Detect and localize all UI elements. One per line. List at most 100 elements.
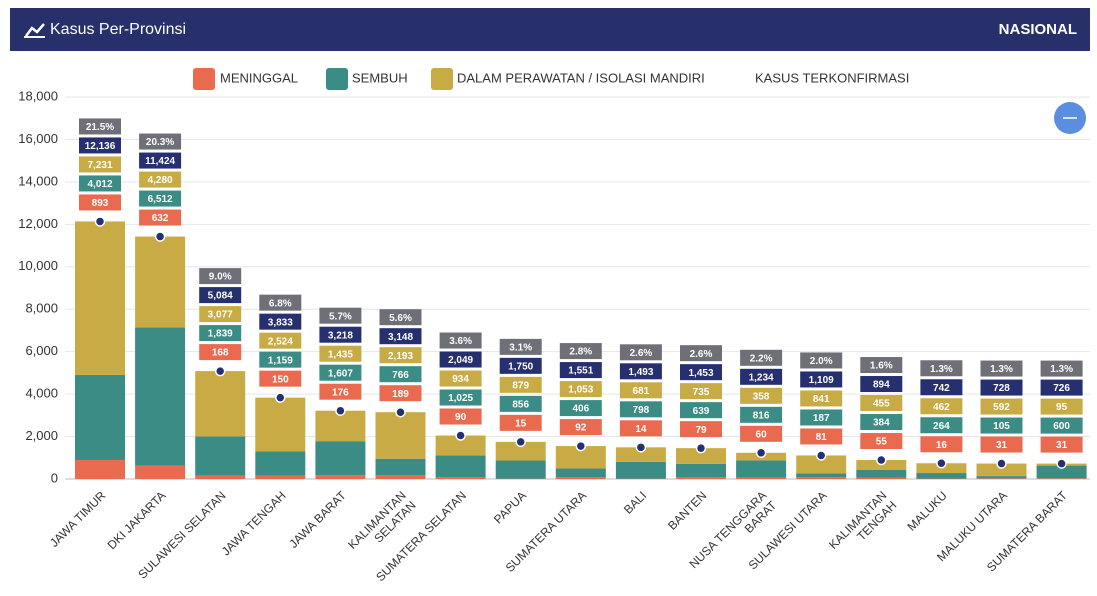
data-label: 592 [993,402,1010,413]
data-label: 2.6% [690,349,713,360]
bar-segment [736,460,787,478]
data-label: 3.6% [449,336,472,347]
label-box [259,294,302,311]
bar-segment [976,478,1027,479]
bar-segment [555,477,606,479]
bar-segment [135,236,186,328]
bar-segment [676,463,726,478]
bar-segment [135,465,186,479]
label-box [740,349,783,366]
x-tick-label: MALUKU [904,488,949,533]
data-label: 726 [1053,383,1070,394]
label-box [559,362,602,379]
label-box [680,345,722,362]
data-label: 3,148 [388,332,413,343]
bar-segment [856,477,907,479]
label-box [139,171,182,188]
data-label: 79 [695,425,707,436]
data-label: 31 [1056,440,1068,451]
data-label: 16 [936,440,948,451]
data-label: 639 [693,406,710,417]
data-label: 168 [212,348,229,359]
label-box [619,382,662,399]
data-label: 15 [515,419,527,430]
data-label: 384 [873,418,890,429]
data-label: 1.6% [870,361,893,372]
x-tick-label: KALIMANTANTENGAH [826,488,899,561]
total-marker [395,406,406,418]
data-label: 176 [332,387,349,398]
label-box [800,409,843,426]
data-label: 766 [392,370,409,381]
label-box [499,414,542,431]
label-box [680,402,722,419]
data-label: 600 [1053,421,1070,432]
label-box [740,368,783,385]
label-box [980,417,1023,434]
label-box [980,379,1023,396]
data-label: 150 [272,374,289,385]
data-label: 5.7% [329,311,352,322]
total-marker [936,458,947,469]
data-label: 934 [452,374,469,385]
data-label: 2.6% [630,348,653,359]
label-box [439,351,482,368]
label-box [980,436,1023,453]
total-marker [214,365,226,377]
data-label: 12,136 [85,141,116,152]
data-label: 60 [756,429,768,440]
data-label: 11,424 [145,156,175,167]
label-box [619,420,662,437]
data-label: 1,551 [568,366,593,377]
x-tick-label: PAPUA [491,488,529,526]
label-box [619,401,662,418]
label-box [439,332,482,349]
header-bar [10,8,1090,51]
label-box [79,118,121,135]
header-title: Kasus Per-Provinsi [50,21,186,38]
legend-label: DALAM PERAWATAN / ISOLASI MANDIRI [457,70,705,85]
total-marker [94,216,106,227]
label-box [920,436,963,453]
data-label: 358 [753,391,770,402]
legend-swatch [326,68,348,90]
y-tick-label: 8,000 [25,301,58,316]
bar-segment [375,458,426,475]
data-label: 31 [996,440,1008,451]
bar-segment [1036,478,1087,479]
bar-segment [856,469,907,478]
bar-segment [375,412,426,459]
y-tick-label: 16,000 [18,131,58,146]
data-label: 856 [512,400,529,411]
data-label: 264 [933,421,950,432]
header-scope[interactable]: NASIONAL [999,21,1077,38]
label-box [199,325,242,342]
data-label: 187 [813,413,830,424]
data-label: 1,435 [328,349,353,360]
data-label: 2,193 [388,351,413,362]
label-box [559,343,602,360]
bar-segment [676,448,726,464]
label-box [860,433,903,450]
data-label: 1,839 [208,329,233,340]
bar-segment [75,221,125,375]
data-label: 3,077 [208,310,233,321]
label-box [379,366,422,383]
bar-segment [255,397,306,452]
data-label: 9.0% [209,272,232,283]
label-box [559,419,602,436]
bar-segment [1036,465,1087,479]
data-label: 4,280 [148,175,173,186]
total-marker [275,392,286,403]
legend-label: SEMBUH [352,70,408,85]
total-marker [1056,458,1067,469]
total-marker [635,442,647,453]
x-tick-label: DKI JAKARTA [105,488,169,552]
label-box [199,344,242,361]
label-box [619,363,662,380]
label-box [1040,379,1083,396]
total-marker [515,436,526,448]
y-tick-label: 6,000 [25,343,58,358]
data-label: 894 [873,380,890,391]
